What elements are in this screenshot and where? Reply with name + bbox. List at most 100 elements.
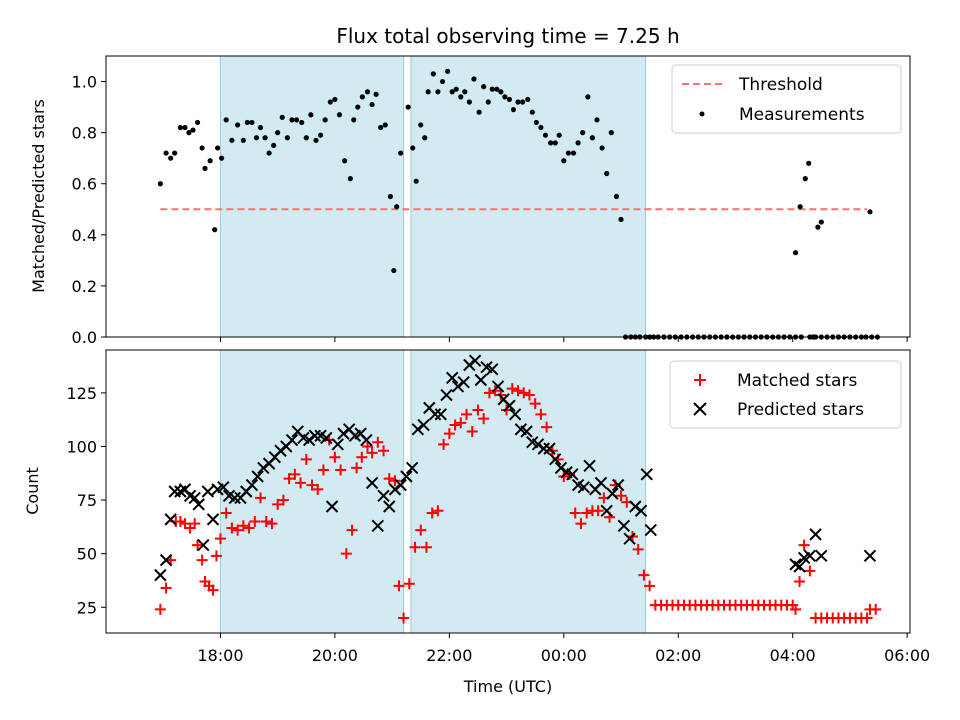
x-tick-label: 20:00 xyxy=(312,646,358,665)
measurement-point xyxy=(439,78,446,85)
predicted-star-point xyxy=(188,491,201,505)
top-axes-frame xyxy=(105,55,911,338)
predicted-star-point xyxy=(789,558,802,571)
measurement-point xyxy=(510,107,517,113)
matched-star-point xyxy=(790,603,802,615)
matched-star-point xyxy=(210,550,222,562)
matched-star-point xyxy=(794,576,806,588)
measurement-point xyxy=(608,130,614,136)
measurement-point xyxy=(359,94,365,100)
matched-star-point xyxy=(449,419,461,431)
matched-star-point xyxy=(393,580,405,592)
measurement-point xyxy=(284,135,291,141)
matched-legend-marker xyxy=(694,374,706,386)
y-tick-label: 0.2 xyxy=(72,277,97,296)
predicted-star-point xyxy=(394,478,407,492)
predicted-star-point xyxy=(531,438,545,451)
measurement-point xyxy=(604,170,610,177)
measurement-point xyxy=(190,127,196,133)
measurement-point xyxy=(249,119,255,126)
matched-star-point xyxy=(615,490,627,502)
matched-star-point xyxy=(249,516,261,528)
predicted-star-point xyxy=(337,427,350,440)
matched-star-point xyxy=(237,520,249,532)
measurement-point xyxy=(212,227,218,233)
measurement-point xyxy=(548,140,554,146)
measurement-point xyxy=(163,150,169,156)
predicted-star-point xyxy=(809,528,822,541)
measurement-point xyxy=(797,204,803,210)
matched-star-point xyxy=(798,539,810,551)
measurement-point xyxy=(303,135,309,141)
predicted-star-point xyxy=(803,549,817,563)
matched-star-point xyxy=(243,522,255,534)
matched-star-point xyxy=(154,603,166,615)
predicted-star-point xyxy=(405,461,419,475)
matched-star-point xyxy=(461,408,473,420)
bottom-x-ticks: 18:00 20:00 22:00 00:00 02:00 04:00 06:00 xyxy=(197,633,930,665)
measurement-point xyxy=(313,137,319,143)
matched-star-point xyxy=(356,451,368,463)
measurement-point xyxy=(172,150,178,156)
measurement-point xyxy=(481,84,487,90)
matched-star-point xyxy=(535,408,547,420)
matched-legend-label: Matched stars xyxy=(737,371,857,391)
matched-star-point xyxy=(329,451,341,463)
matched-star-point xyxy=(632,543,644,555)
measurement-point xyxy=(519,99,526,105)
matched-star-point xyxy=(438,438,450,450)
matched-star-point xyxy=(398,612,410,624)
matched-star-point xyxy=(389,475,401,487)
matched-star-point xyxy=(196,554,208,566)
matched-star-point xyxy=(335,464,347,476)
measurement-point xyxy=(449,89,455,95)
predicted-star-point xyxy=(245,478,259,492)
predicted-star-point xyxy=(388,483,402,496)
y-tick-label: 0.0 xyxy=(72,328,97,347)
measurement-point xyxy=(317,132,324,138)
matched-star-point xyxy=(569,507,581,519)
predicted-star-point xyxy=(445,371,459,385)
measurement-point xyxy=(262,135,268,141)
measurement-point xyxy=(445,68,451,74)
measurement-point xyxy=(364,89,371,95)
matched-star-point xyxy=(192,539,204,551)
matched-star-point xyxy=(415,524,427,536)
predicted-star-point xyxy=(623,532,636,545)
measurement-point xyxy=(418,122,424,128)
predicted-star-point xyxy=(583,459,596,472)
matched-star-point xyxy=(220,507,232,519)
matched-star-point xyxy=(592,505,604,517)
top-y-label: Matched/Predicted stars xyxy=(29,99,48,293)
predicted-star-point xyxy=(308,429,322,442)
predicted-star-point xyxy=(201,485,215,498)
measurement-point xyxy=(538,124,544,131)
measurement-point xyxy=(182,124,188,131)
measurement-point xyxy=(271,142,277,149)
threshold-legend-label: Threshold xyxy=(738,75,823,95)
matched-star-point xyxy=(455,417,467,429)
predicted-star-point xyxy=(554,461,568,475)
top-y-ticks: 0.0 0.2 0.4 0.6 0.8 1.0 xyxy=(72,73,106,347)
predicted-star-point xyxy=(451,380,465,393)
x-tick-label: 18:00 xyxy=(197,646,243,665)
predicted-star-point xyxy=(192,498,205,511)
bottom-y-label: Count xyxy=(23,467,42,515)
matched-star-point xyxy=(346,524,358,536)
matched-star-point xyxy=(312,483,324,495)
matched-star-point xyxy=(306,479,318,491)
predicted-star-point xyxy=(468,354,482,367)
measurement-point xyxy=(613,193,620,200)
measurement-point xyxy=(575,140,581,146)
measurement-point xyxy=(494,86,500,92)
predicted-star-point xyxy=(617,519,631,533)
measurement-point xyxy=(373,91,379,97)
matched-star-point xyxy=(523,389,535,401)
predicted-star-point xyxy=(331,438,344,451)
measurement-point xyxy=(299,119,305,126)
predicted-star-point xyxy=(611,478,625,492)
y-tick-label: 1.0 xyxy=(72,73,97,92)
measurement-point xyxy=(266,150,272,156)
measurement-point xyxy=(580,130,586,136)
matched-star-point xyxy=(489,385,501,397)
